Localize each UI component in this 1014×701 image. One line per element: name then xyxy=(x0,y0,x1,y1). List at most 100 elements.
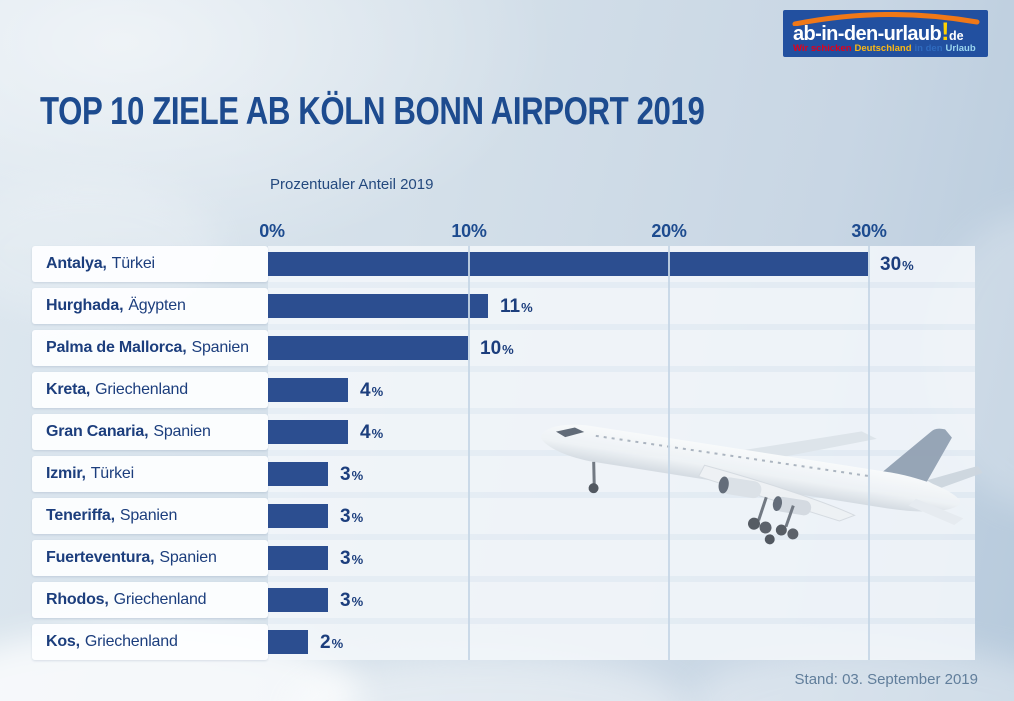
value-number: 3 xyxy=(340,548,351,569)
category-label: Palma de Mallorca, Spanien xyxy=(32,330,268,366)
percent-sign: % xyxy=(902,258,914,273)
value-label: 3 % xyxy=(340,582,363,618)
brand-wordmark: ab-in-den-urlaub!de xyxy=(793,20,964,45)
percent-sign: % xyxy=(502,342,514,357)
category-city: Antalya, xyxy=(46,255,107,272)
category-label: Fuerteventura, Spanien xyxy=(32,540,268,576)
bar-row: Palma de Mallorca, Spanien 10 % xyxy=(32,330,975,366)
category-country: Spanien xyxy=(119,507,178,524)
page-title: TOP 10 ZIELE AB KÖLN BONN AIRPORT 2019 xyxy=(40,90,705,133)
x-tick-10: 10% xyxy=(451,221,487,241)
tagline-segment: Urlaub xyxy=(945,42,976,54)
category-city: Palma de Mallorca, xyxy=(46,339,187,356)
category-label: Hurghada, Ägypten xyxy=(32,288,268,324)
bar-row: Rhodos, Griechenland 3 % xyxy=(32,582,975,618)
x-tick-30: 30% xyxy=(851,221,887,241)
bar xyxy=(268,630,308,654)
bar xyxy=(268,378,348,402)
bar-row: Izmir, Türkei 3 % xyxy=(32,456,975,492)
bar xyxy=(268,336,468,360)
percent-sign: % xyxy=(371,384,384,399)
logo-swoosh-icon xyxy=(792,12,980,26)
category-label: Izmir, Türkei xyxy=(32,456,268,492)
value-number: 30 xyxy=(880,254,902,275)
value-number: 2 xyxy=(320,632,331,653)
category-country: Türkei xyxy=(90,465,134,482)
tagline-segment: Wir schicken xyxy=(793,42,852,54)
value-label: 2 % xyxy=(320,624,343,660)
category-city: Hurghada, xyxy=(46,297,124,314)
tagline-segment: Deutschland xyxy=(854,42,912,54)
brand-tagline: Wir schicken Deutschland in den Urlaub xyxy=(793,42,979,54)
category-country: Spanien xyxy=(159,549,217,566)
category-label: Antalya, Türkei xyxy=(32,246,268,282)
category-country: Griechenland xyxy=(95,381,188,398)
category-country: Spanien xyxy=(191,339,249,356)
value-number: 3 xyxy=(340,506,351,527)
category-country: Türkei xyxy=(111,255,155,272)
category-city: Kreta, xyxy=(46,381,91,398)
row-stripe xyxy=(268,540,975,576)
category-label: Kreta, Griechenland xyxy=(32,372,268,408)
value-number: 4 xyxy=(360,380,371,401)
value-number: 10 xyxy=(480,338,502,359)
category-city: Rhodos, xyxy=(46,591,109,608)
percent-sign: % xyxy=(371,426,384,441)
percent-sign: % xyxy=(351,510,364,525)
value-label: 3 % xyxy=(340,498,363,534)
category-country: Griechenland xyxy=(113,591,207,608)
row-stripe xyxy=(268,582,975,618)
brand-tld: de xyxy=(949,29,964,43)
bar xyxy=(268,462,328,486)
value-label: 4 % xyxy=(360,372,383,408)
footer-stand-date: Stand: 03. September 2019 xyxy=(794,671,978,688)
brand-name: ab-in-den-urlaub xyxy=(793,23,942,45)
bar-row: Fuerteventura, Spanien 3 % xyxy=(32,540,975,576)
bar xyxy=(268,588,328,612)
value-number: 4 xyxy=(360,422,371,443)
bar-row: Teneriffa, Spanien 3 % xyxy=(32,498,975,534)
x-tick-0: 0% xyxy=(259,221,285,241)
value-label: 30 % xyxy=(880,246,914,282)
bar xyxy=(268,294,488,318)
percent-sign: % xyxy=(351,552,364,567)
value-label: 11 % xyxy=(500,288,533,324)
value-number: 11 xyxy=(500,296,521,317)
category-city: Izmir, xyxy=(46,465,86,482)
row-stripe xyxy=(268,456,975,492)
bar-row: Antalya, Türkei 30 % xyxy=(32,246,975,282)
category-label: Gran Canaria, Spanien xyxy=(32,414,268,450)
value-label: 3 % xyxy=(340,540,363,576)
value-number: 3 xyxy=(340,590,351,611)
percent-sign: % xyxy=(351,468,364,483)
row-stripe xyxy=(268,498,975,534)
brand-bang: ! xyxy=(941,18,949,46)
value-label: 10 % xyxy=(480,330,514,366)
logo: ab-in-den-urlaub!de Wir schicken Deutschl… xyxy=(783,10,988,57)
bar-row: Kreta, Griechenland 4 % xyxy=(32,372,975,408)
bar-row: Kos, Griechenland 2 % xyxy=(32,624,975,660)
bar xyxy=(268,420,348,444)
category-city: Gran Canaria, xyxy=(46,423,149,440)
category-city: Fuerteventura, xyxy=(46,549,155,566)
category-city: Teneriffa, xyxy=(46,507,115,524)
percent-sign: % xyxy=(521,300,533,315)
rows: Antalya, Türkei 30 % Hurghada, Ägypten 1… xyxy=(32,246,975,666)
value-label: 4 % xyxy=(360,414,383,450)
axis-title: Prozentualer Anteil 2019 xyxy=(270,176,434,193)
category-label: Rhodos, Griechenland xyxy=(32,582,268,618)
value-number: 3 xyxy=(340,464,351,485)
row-stripe xyxy=(268,624,975,660)
bar xyxy=(268,252,868,276)
percent-sign: % xyxy=(351,594,364,609)
category-label: Kos, Griechenland xyxy=(32,624,268,660)
category-label: Teneriffa, Spanien xyxy=(32,498,268,534)
category-country: Ägypten xyxy=(128,297,186,314)
x-tick-20: 20% xyxy=(651,221,687,241)
bar xyxy=(268,504,328,528)
bar-row: Gran Canaria, Spanien 4 % xyxy=(32,414,975,450)
bar xyxy=(268,546,328,570)
value-label: 3 % xyxy=(340,456,363,492)
category-country: Spanien xyxy=(153,423,211,440)
